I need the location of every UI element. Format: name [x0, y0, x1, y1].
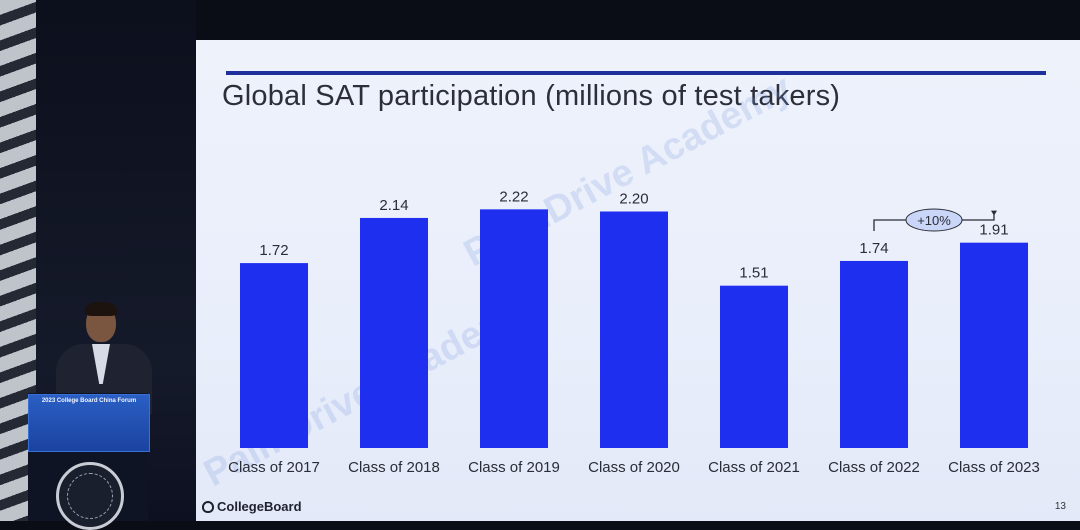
- bar: [840, 260, 908, 448]
- projected-slide: Global SAT participation (millions of te…: [196, 40, 1080, 521]
- acorn-icon: [202, 500, 214, 513]
- bar: [480, 209, 548, 448]
- title-rule: [226, 71, 1046, 75]
- bar-value-label: 1.91: [979, 222, 1008, 239]
- x-tick-label: Class of 2023: [948, 459, 1040, 476]
- slide-title: Global SAT participation (millions of te…: [222, 80, 841, 112]
- annotation-arrowhead: [991, 210, 997, 216]
- podium-banner: 2023 College Board China Forum: [28, 394, 150, 452]
- bar-chart: 1.72 Class of 2017 2.14 Class of 2018 2.22 Cl…: [228, 188, 1040, 476]
- x-tick-label: Class of 2020: [588, 459, 680, 476]
- bar-value-label: 2.20: [619, 191, 648, 208]
- bar-value-label: 1.74: [859, 240, 888, 257]
- annotation-badge: [905, 208, 963, 232]
- bar-value-label: 1.72: [259, 242, 288, 259]
- bar: [960, 242, 1028, 448]
- annotation-label: +10%: [917, 213, 951, 228]
- bar: [600, 211, 668, 448]
- collegeboard-logo-text: CollegeBoard: [217, 499, 302, 514]
- x-tick-label: Class of 2022: [828, 459, 920, 476]
- bar: [720, 285, 788, 448]
- collegeboard-logo: CollegeBoard: [202, 499, 302, 514]
- speaker-hair: [85, 302, 117, 316]
- x-tick-label: Class of 2019: [468, 459, 560, 476]
- bar-value-label: 2.22: [499, 188, 528, 205]
- bar-value-label: 2.14: [379, 197, 408, 214]
- university-seal: [56, 462, 124, 530]
- bar: [360, 217, 428, 448]
- page-number: 13: [1054, 501, 1066, 512]
- podium-banner-title: 2023 College Board China Forum: [41, 398, 137, 404]
- bar: [240, 263, 308, 448]
- bar-value-label: 1.51: [739, 265, 768, 282]
- x-tick-label: Class of 2017: [228, 459, 320, 476]
- x-tick-label: Class of 2018: [348, 459, 440, 476]
- x-tick-label: Class of 2021: [708, 459, 800, 476]
